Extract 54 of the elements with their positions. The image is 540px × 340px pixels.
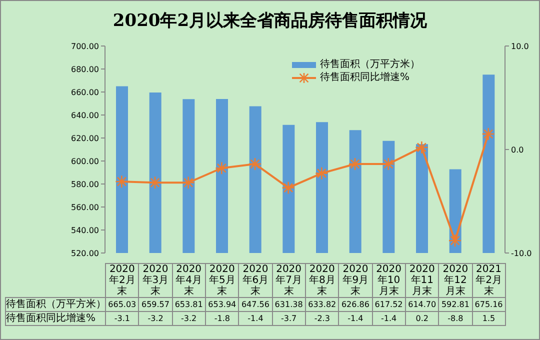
data-label: -8.8 xyxy=(438,312,472,326)
text: 待售面积（万平方米） xyxy=(6,298,106,310)
y-tick-label: 560.00 xyxy=(71,202,99,212)
y-tick-label: 680.00 xyxy=(71,64,99,74)
data-label: -3.2 xyxy=(172,312,206,326)
y-tick-label: 540.00 xyxy=(71,226,99,235)
data-label: 647.56 xyxy=(238,298,272,312)
y-tick-label: 640.00 xyxy=(71,110,99,120)
data-label: -1.4 xyxy=(372,312,406,326)
data-label: 617.52 xyxy=(372,298,406,312)
data-label: -2.3 xyxy=(305,312,339,326)
x-tick-label: 2020年8月末 xyxy=(305,264,339,298)
y2-tick-label: 10.0 xyxy=(511,42,529,51)
data-label: 0.2 xyxy=(405,312,439,326)
y-tick-label: 660.00 xyxy=(71,88,99,97)
x-tick-label: 2020年10月末 xyxy=(372,264,406,298)
x-tick-label: 2020年2月末 xyxy=(106,264,139,298)
data-label: -1.8 xyxy=(205,312,239,326)
y2-tick-label: -10.0 xyxy=(511,248,532,258)
y-tick-label: 620.00 xyxy=(71,134,99,143)
x-tick-label: 2020年4月末 xyxy=(172,264,206,298)
data-label: 633.82 xyxy=(305,298,339,312)
legend-label: 待售面积（万平方米） xyxy=(320,58,420,71)
chart-title: 2020年2月以来全省商品房待售面积情况 xyxy=(112,10,428,32)
data-label: -1.4 xyxy=(238,312,272,326)
data-label: 1.5 xyxy=(472,312,506,326)
data-label: 675.16 xyxy=(472,298,506,312)
x-tick-label: 2020年12月末 xyxy=(438,264,472,298)
data-label: 653.94 xyxy=(205,298,239,312)
data-label: -3.7 xyxy=(272,312,306,326)
data-label: 659.57 xyxy=(138,298,172,312)
x-tick-label: 2021年2月末 xyxy=(472,264,506,298)
legend-label: 待售面积同比增速% xyxy=(320,71,410,84)
y2-tick-label: 0.0 xyxy=(511,145,524,154)
x-tick-label: 2020年3月末 xyxy=(138,264,172,298)
y-tick-label: 600.00 xyxy=(71,156,99,166)
text: 待售面积同比增速% xyxy=(6,312,96,324)
x-tick-label: 2020年6月末 xyxy=(238,264,272,298)
data-label: -1.4 xyxy=(338,312,372,326)
data-label: 631.38 xyxy=(272,298,306,312)
data-label: 614.70 xyxy=(405,298,439,312)
x-tick-label: 2020年7月末 xyxy=(272,264,306,298)
data-label: 626.86 xyxy=(338,298,372,312)
y-tick-label: 700.00 xyxy=(71,42,99,51)
data-label: 592.81 xyxy=(438,298,472,312)
y-tick-label: 580.00 xyxy=(71,180,99,189)
data-label: -3.1 xyxy=(106,312,139,326)
data-label: -3.2 xyxy=(138,312,172,326)
x-tick-label: 2020年9月末 xyxy=(338,264,372,298)
x-tick-label: 2020年11月末 xyxy=(405,264,439,298)
y-tick-label: 520.00 xyxy=(71,248,99,258)
data-label: 653.81 xyxy=(172,298,206,312)
data-label: 665.03 xyxy=(106,298,139,312)
x-tick-label: 2020年5月末 xyxy=(205,264,239,298)
